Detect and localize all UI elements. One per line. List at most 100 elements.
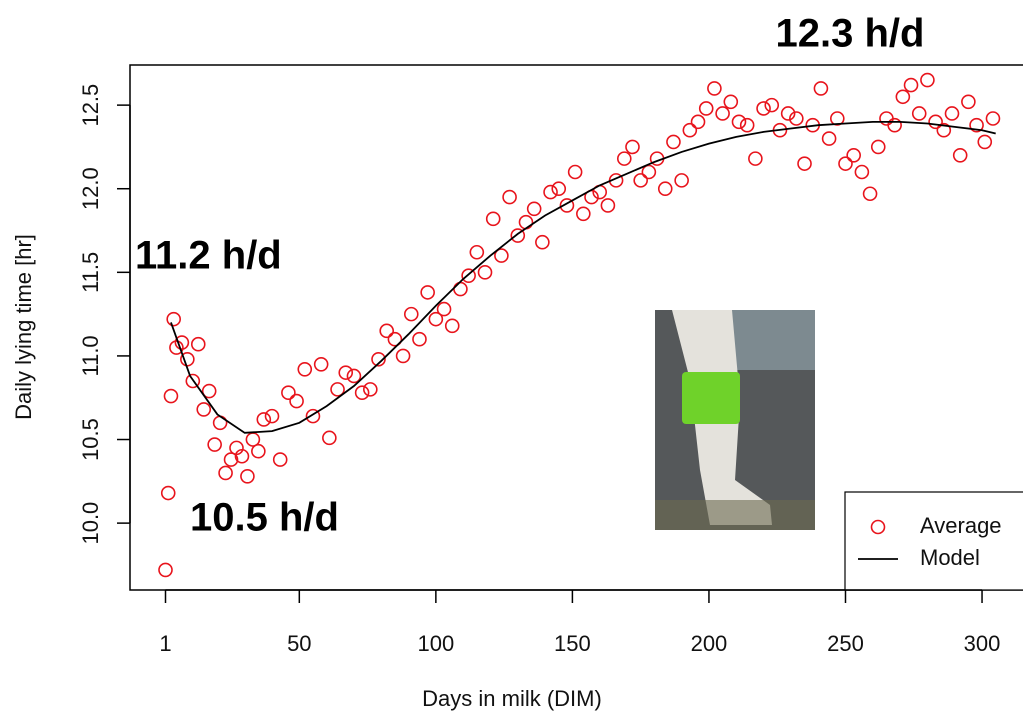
data-point	[518, 214, 534, 230]
data-point	[633, 173, 648, 188]
data-point	[289, 393, 304, 409]
data-point	[207, 437, 222, 452]
data-point	[201, 383, 217, 399]
data-point	[477, 265, 493, 280]
data-point	[436, 301, 452, 317]
data-point	[682, 122, 698, 138]
data-point	[330, 382, 345, 397]
data-point	[985, 111, 1001, 126]
data-point	[251, 443, 266, 459]
data-point	[854, 164, 870, 180]
data-point	[461, 268, 476, 283]
data-point	[870, 139, 886, 155]
data-point	[797, 156, 812, 171]
y-tick-label: 10.0	[78, 502, 103, 545]
data-point	[616, 151, 632, 166]
data-point	[576, 206, 591, 222]
annotation: 11.2 h/d	[135, 234, 282, 278]
model-line	[170, 120, 996, 434]
data-point	[666, 134, 681, 150]
data-point	[403, 306, 419, 322]
data-point	[510, 228, 526, 243]
data-point	[813, 81, 829, 96]
data-point	[166, 311, 181, 327]
data-point	[444, 318, 460, 334]
data-point	[846, 147, 861, 163]
y-axis-title: Daily lying time [hr]	[11, 234, 36, 420]
data-point	[641, 164, 657, 180]
y-tick-label: 12.0	[78, 167, 103, 210]
data-point	[223, 452, 239, 467]
data-point	[789, 111, 804, 126]
data-point	[715, 106, 730, 121]
x-tick-label: 1	[159, 631, 171, 656]
data-point	[395, 348, 411, 364]
data-point	[690, 114, 706, 130]
x-tick-label: 150	[554, 631, 591, 656]
data-point	[428, 311, 444, 327]
data-point	[551, 181, 567, 197]
data-point	[354, 385, 370, 401]
data-point	[764, 97, 780, 113]
x-tick-label: 100	[417, 631, 454, 656]
data-point	[936, 122, 952, 138]
data-point	[829, 111, 845, 126]
data-point	[567, 164, 583, 180]
data-point	[748, 151, 763, 166]
x-tick-label: 250	[827, 631, 864, 656]
data-point	[895, 89, 911, 105]
data-point	[313, 356, 329, 372]
data-point	[305, 408, 321, 424]
legend-box	[844, 491, 1023, 591]
data-point	[363, 382, 378, 397]
x-tick-label: 300	[964, 631, 1001, 656]
data-point	[485, 211, 501, 227]
x-axis-title: Days in milk (DIM)	[422, 686, 602, 711]
x-tick-label: 50	[287, 631, 311, 656]
data-point	[387, 331, 403, 347]
data-point	[862, 186, 878, 202]
legend-label: Model	[920, 545, 980, 570]
data-point	[674, 173, 689, 188]
data-point	[185, 373, 201, 389]
data-point	[297, 361, 313, 377]
data-point	[600, 198, 616, 213]
data-point	[928, 114, 943, 130]
data-point	[379, 323, 395, 339]
data-point	[731, 114, 747, 130]
data-point	[969, 117, 984, 133]
data-point	[920, 72, 935, 88]
data-point	[903, 77, 919, 93]
x-tick-label: 200	[691, 631, 728, 656]
data-point	[559, 198, 575, 213]
data-point	[281, 385, 296, 401]
y-tick-label: 10.5	[78, 418, 103, 461]
data-point	[169, 340, 184, 355]
data-point	[887, 117, 902, 133]
data-point	[502, 189, 517, 205]
data-point	[420, 285, 435, 300]
y-tick-label: 11.5	[78, 252, 103, 293]
data-point	[911, 106, 927, 121]
data-point	[240, 469, 255, 484]
data-point	[821, 131, 837, 146]
data-point	[174, 335, 190, 350]
data-point	[469, 244, 485, 260]
data-point	[158, 562, 173, 578]
data-point	[838, 156, 853, 171]
data-point	[977, 134, 993, 150]
photo	[655, 310, 815, 530]
data-point	[163, 388, 179, 404]
data-point	[756, 101, 771, 116]
data-point	[780, 106, 796, 121]
data-point	[264, 408, 280, 424]
data-point	[494, 248, 509, 263]
data-point	[338, 365, 354, 380]
data-point	[196, 402, 212, 417]
y-tick-label: 12.5	[78, 84, 103, 127]
legend-symbol	[870, 519, 886, 535]
data-point	[412, 331, 427, 347]
data-point	[535, 234, 550, 250]
data-point	[707, 81, 722, 96]
